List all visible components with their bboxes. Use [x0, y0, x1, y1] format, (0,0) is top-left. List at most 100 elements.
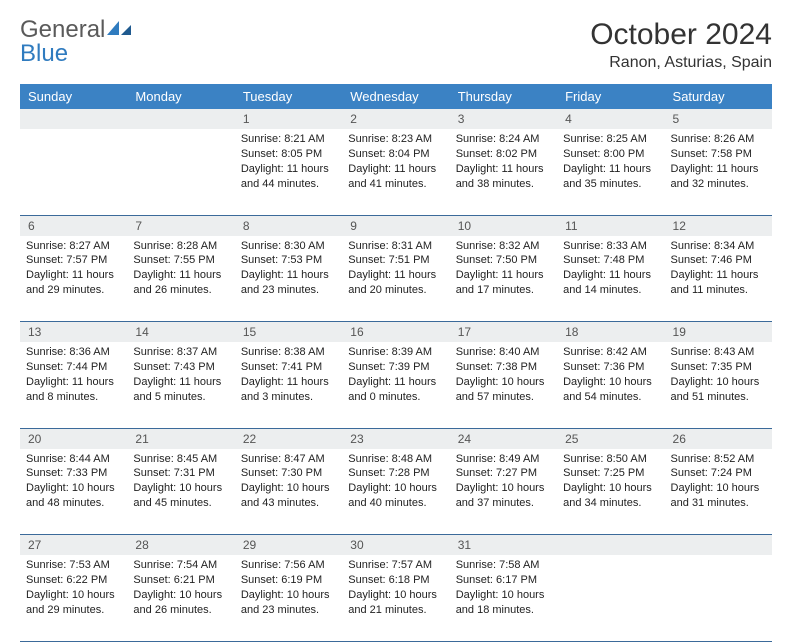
day-header: Tuesday [235, 84, 342, 109]
day-number-cell: 18 [557, 322, 664, 343]
day-body-cell: Sunrise: 8:31 AMSunset: 7:51 PMDaylight:… [342, 236, 449, 322]
calendar-body: 12345Sunrise: 8:21 AMSunset: 8:05 PMDayl… [20, 109, 772, 641]
day-body-cell: Sunrise: 8:47 AMSunset: 7:30 PMDaylight:… [235, 449, 342, 535]
day-body-cell: Sunrise: 8:40 AMSunset: 7:38 PMDaylight:… [450, 342, 557, 428]
day-body-cell: Sunrise: 8:24 AMSunset: 8:02 PMDaylight:… [450, 129, 557, 215]
day-body-cell: Sunrise: 8:45 AMSunset: 7:31 PMDaylight:… [127, 449, 234, 535]
daynum-row: 6789101112 [20, 215, 772, 236]
day-body-cell: Sunrise: 8:28 AMSunset: 7:55 PMDaylight:… [127, 236, 234, 322]
day-number-cell: 2 [342, 109, 449, 129]
day-details: Sunrise: 8:34 AMSunset: 7:46 PMDaylight:… [665, 236, 772, 304]
day-details: Sunrise: 8:28 AMSunset: 7:55 PMDaylight:… [127, 236, 234, 304]
day-details: Sunrise: 7:58 AMSunset: 6:17 PMDaylight:… [450, 555, 557, 623]
day-number-cell: 16 [342, 322, 449, 343]
day-number-cell: 29 [235, 535, 342, 556]
day-details: Sunrise: 7:57 AMSunset: 6:18 PMDaylight:… [342, 555, 449, 623]
day-body-cell: Sunrise: 7:58 AMSunset: 6:17 PMDaylight:… [450, 555, 557, 641]
day-number-cell: 8 [235, 215, 342, 236]
day-number-cell: 13 [20, 322, 127, 343]
day-number-cell: 17 [450, 322, 557, 343]
day-header: Thursday [450, 84, 557, 109]
day-details: Sunrise: 8:43 AMSunset: 7:35 PMDaylight:… [665, 342, 772, 410]
day-details: Sunrise: 8:42 AMSunset: 7:36 PMDaylight:… [557, 342, 664, 410]
day-body-cell [20, 129, 127, 215]
day-number-cell: 5 [665, 109, 772, 129]
day-details: Sunrise: 8:33 AMSunset: 7:48 PMDaylight:… [557, 236, 664, 304]
day-header-row: SundayMondayTuesdayWednesdayThursdayFrid… [20, 84, 772, 109]
day-details: Sunrise: 8:24 AMSunset: 8:02 PMDaylight:… [450, 129, 557, 197]
calendar-table: SundayMondayTuesdayWednesdayThursdayFrid… [20, 84, 772, 642]
day-number-cell: 4 [557, 109, 664, 129]
day-details: Sunrise: 8:48 AMSunset: 7:28 PMDaylight:… [342, 449, 449, 517]
day-details: Sunrise: 8:49 AMSunset: 7:27 PMDaylight:… [450, 449, 557, 517]
day-body-cell: Sunrise: 8:49 AMSunset: 7:27 PMDaylight:… [450, 449, 557, 535]
sail-icon [105, 19, 133, 37]
brand-word-1: General [20, 16, 105, 43]
day-number-cell [557, 535, 664, 556]
day-details: Sunrise: 8:47 AMSunset: 7:30 PMDaylight:… [235, 449, 342, 517]
day-body-cell: Sunrise: 8:30 AMSunset: 7:53 PMDaylight:… [235, 236, 342, 322]
day-number-cell [127, 109, 234, 129]
day-number-cell: 25 [557, 428, 664, 449]
daynum-row: 2728293031 [20, 535, 772, 556]
brand-word-2: Blue [20, 40, 68, 67]
week-row: Sunrise: 8:36 AMSunset: 7:44 PMDaylight:… [20, 342, 772, 428]
brand-logo: General Blue [20, 18, 133, 66]
day-number-cell: 9 [342, 215, 449, 236]
day-number-cell: 21 [127, 428, 234, 449]
day-number-cell: 12 [665, 215, 772, 236]
day-number-cell: 10 [450, 215, 557, 236]
title-block: October 2024 Ranon, Asturias, Spain [590, 18, 772, 72]
day-details: Sunrise: 8:37 AMSunset: 7:43 PMDaylight:… [127, 342, 234, 410]
day-header: Wednesday [342, 84, 449, 109]
day-number-cell: 6 [20, 215, 127, 236]
day-body-cell [127, 129, 234, 215]
day-body-cell: Sunrise: 8:50 AMSunset: 7:25 PMDaylight:… [557, 449, 664, 535]
day-number-cell: 14 [127, 322, 234, 343]
day-body-cell: Sunrise: 8:26 AMSunset: 7:58 PMDaylight:… [665, 129, 772, 215]
day-number-cell: 3 [450, 109, 557, 129]
day-number-cell: 15 [235, 322, 342, 343]
day-number-cell: 22 [235, 428, 342, 449]
day-details: Sunrise: 8:40 AMSunset: 7:38 PMDaylight:… [450, 342, 557, 410]
week-row: Sunrise: 8:27 AMSunset: 7:57 PMDaylight:… [20, 236, 772, 322]
brand-text: General Blue [20, 18, 133, 66]
day-number-cell: 1 [235, 109, 342, 129]
day-body-cell: Sunrise: 8:25 AMSunset: 8:00 PMDaylight:… [557, 129, 664, 215]
day-details: Sunrise: 8:30 AMSunset: 7:53 PMDaylight:… [235, 236, 342, 304]
day-body-cell: Sunrise: 7:56 AMSunset: 6:19 PMDaylight:… [235, 555, 342, 641]
day-details: Sunrise: 8:26 AMSunset: 7:58 PMDaylight:… [665, 129, 772, 197]
day-details: Sunrise: 8:44 AMSunset: 7:33 PMDaylight:… [20, 449, 127, 517]
day-body-cell: Sunrise: 8:48 AMSunset: 7:28 PMDaylight:… [342, 449, 449, 535]
day-details: Sunrise: 7:53 AMSunset: 6:22 PMDaylight:… [20, 555, 127, 623]
day-number-cell: 23 [342, 428, 449, 449]
day-number-cell: 28 [127, 535, 234, 556]
day-details: Sunrise: 7:54 AMSunset: 6:21 PMDaylight:… [127, 555, 234, 623]
day-details: Sunrise: 8:39 AMSunset: 7:39 PMDaylight:… [342, 342, 449, 410]
day-body-cell: Sunrise: 8:23 AMSunset: 8:04 PMDaylight:… [342, 129, 449, 215]
day-body-cell: Sunrise: 7:54 AMSunset: 6:21 PMDaylight:… [127, 555, 234, 641]
daynum-row: 20212223242526 [20, 428, 772, 449]
location-text: Ranon, Asturias, Spain [590, 54, 772, 72]
daynum-row: 13141516171819 [20, 322, 772, 343]
day-number-cell [20, 109, 127, 129]
day-header: Monday [127, 84, 234, 109]
day-body-cell: Sunrise: 8:42 AMSunset: 7:36 PMDaylight:… [557, 342, 664, 428]
day-details: Sunrise: 7:56 AMSunset: 6:19 PMDaylight:… [235, 555, 342, 623]
day-details: Sunrise: 8:38 AMSunset: 7:41 PMDaylight:… [235, 342, 342, 410]
day-number-cell: 19 [665, 322, 772, 343]
day-details: Sunrise: 8:23 AMSunset: 8:04 PMDaylight:… [342, 129, 449, 197]
day-details: Sunrise: 8:32 AMSunset: 7:50 PMDaylight:… [450, 236, 557, 304]
day-body-cell: Sunrise: 8:44 AMSunset: 7:33 PMDaylight:… [20, 449, 127, 535]
day-body-cell: Sunrise: 8:38 AMSunset: 7:41 PMDaylight:… [235, 342, 342, 428]
daynum-row: 12345 [20, 109, 772, 129]
day-header: Saturday [665, 84, 772, 109]
day-number-cell: 30 [342, 535, 449, 556]
day-number-cell: 31 [450, 535, 557, 556]
day-body-cell [665, 555, 772, 641]
day-body-cell: Sunrise: 8:27 AMSunset: 7:57 PMDaylight:… [20, 236, 127, 322]
day-number-cell: 24 [450, 428, 557, 449]
day-body-cell: Sunrise: 8:43 AMSunset: 7:35 PMDaylight:… [665, 342, 772, 428]
day-body-cell: Sunrise: 8:33 AMSunset: 7:48 PMDaylight:… [557, 236, 664, 322]
day-body-cell: Sunrise: 8:34 AMSunset: 7:46 PMDaylight:… [665, 236, 772, 322]
